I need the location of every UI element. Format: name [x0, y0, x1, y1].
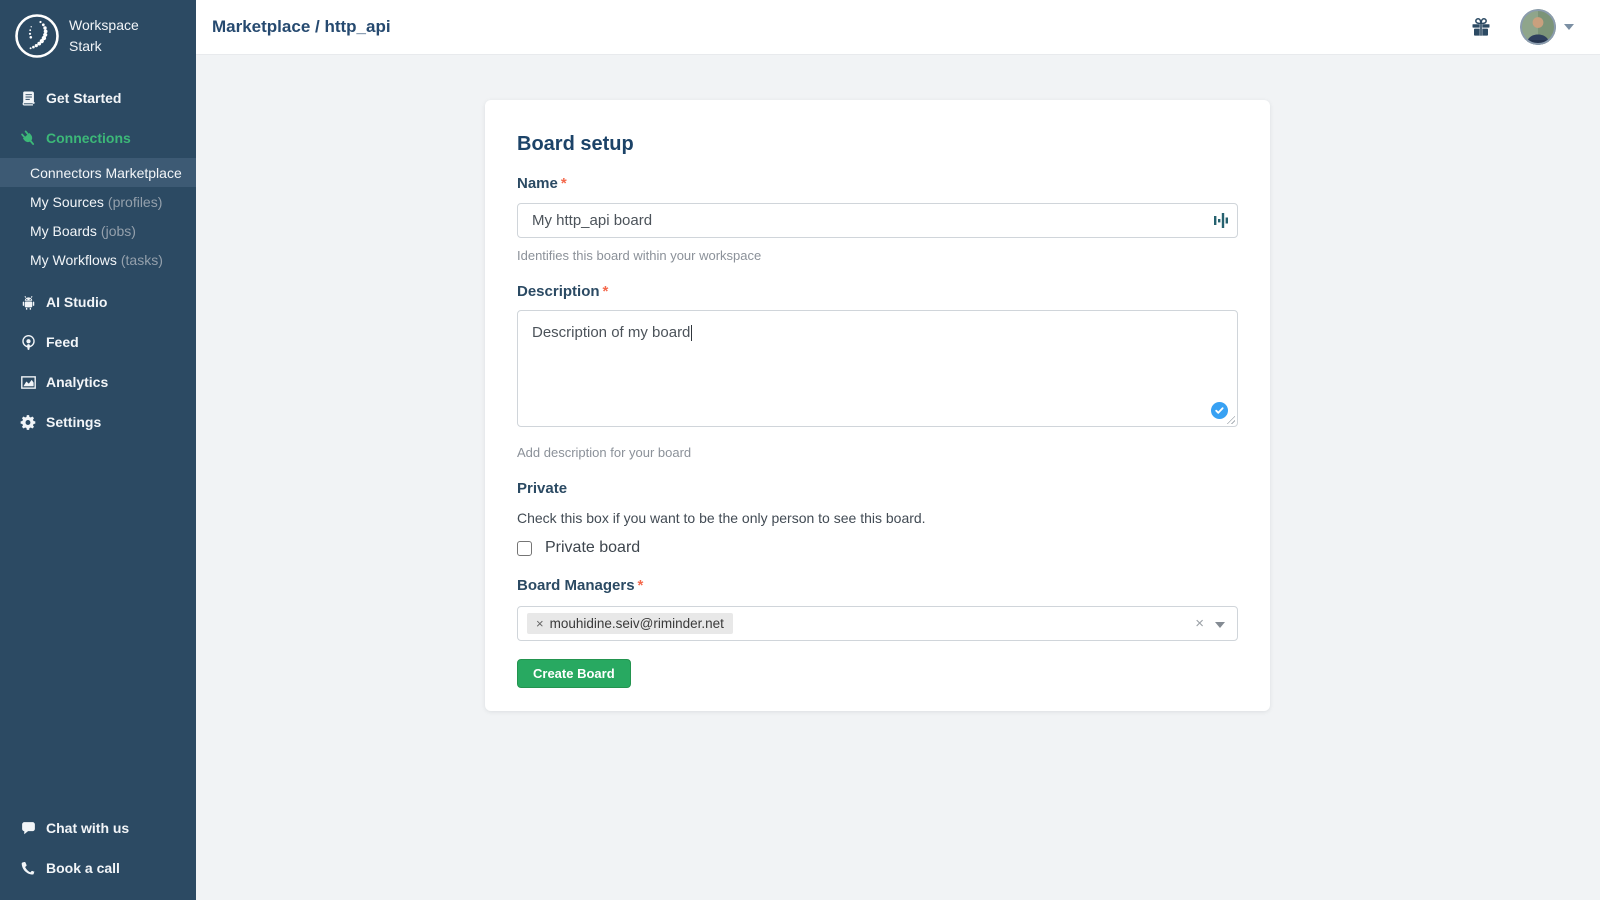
sidebar-item-label: AI Studio	[46, 294, 108, 310]
chat-with-us-button[interactable]: Chat with us	[0, 808, 196, 848]
textarea-resize-handle[interactable]	[1226, 415, 1235, 424]
sidebar-item-label: Settings	[46, 414, 102, 430]
gift-icon[interactable]	[1470, 16, 1492, 38]
sidebar-subitem-my-sources[interactable]: My Sources (profiles)	[0, 187, 196, 216]
breadcrumb: Marketplace / http_api	[212, 17, 391, 36]
text-cursor	[691, 325, 693, 341]
plug-icon	[20, 130, 37, 147]
robot-icon	[20, 294, 37, 311]
sidebar-item-get-started[interactable]: Get Started	[0, 78, 196, 118]
name-helper: Identifies this board within your worksp…	[517, 248, 762, 263]
manager-tag-value: mouhidine.seiv@riminder.net	[549, 616, 724, 631]
sidebar-item-label: Get Started	[46, 90, 122, 106]
sidebar-footer: Chat with us Book a call	[0, 808, 196, 888]
private-board-checkbox-label[interactable]: Private board	[545, 539, 641, 556]
sidebar-nav: Get Started Connections Connectors Marke…	[0, 78, 196, 442]
sidebar-subitem-my-workflows[interactable]: My Workflows (tasks)	[0, 245, 196, 274]
book-a-call-button[interactable]: Book a call	[0, 848, 196, 888]
sidebar: Workspace Stark Get Started Connections …	[0, 0, 196, 900]
required-marker: *	[602, 283, 609, 300]
top-header: Marketplace / http_api	[196, 0, 1600, 55]
sidebar-item-feed[interactable]: Feed	[0, 322, 196, 362]
podcast-icon	[20, 334, 37, 351]
private-label: Private	[517, 480, 568, 497]
private-hint: Check this box if you want to be the onl…	[517, 510, 926, 526]
chart-icon	[20, 374, 37, 391]
description-value: Description of my board	[532, 324, 691, 341]
sidebar-subitem-suffix: (jobs)	[100, 222, 136, 239]
main-content: Board setup Name* Identifies this board …	[196, 56, 1600, 900]
board-setup-card: Board setup Name* Identifies this board …	[485, 100, 1270, 711]
workspace-logo-row[interactable]: Workspace Stark	[0, 0, 196, 72]
required-marker: *	[637, 577, 644, 594]
sidebar-subitem-suffix: (tasks)	[120, 251, 163, 268]
sidebar-item-analytics[interactable]: Analytics	[0, 362, 196, 402]
sidebar-subitem-my-boards[interactable]: My Boards (jobs)	[0, 216, 196, 245]
remove-tag-icon[interactable]: ×	[536, 616, 544, 631]
sidebar-subitem-label: My Boards	[30, 222, 97, 239]
sidebar-item-ai-studio[interactable]: AI Studio	[0, 282, 196, 322]
name-input[interactable]	[517, 203, 1238, 238]
board-managers-select[interactable]: × mouhidine.seiv@riminder.net ×	[517, 606, 1238, 641]
phone-icon	[20, 860, 37, 877]
extension-check-icon[interactable]	[1209, 400, 1230, 421]
chevron-down-icon	[1564, 24, 1574, 30]
board-managers-label: Board Managers *	[517, 577, 644, 594]
footer-item-label: Book a call	[46, 860, 120, 876]
description-helper: Add description for your board	[517, 445, 692, 460]
sidebar-item-label: Analytics	[46, 374, 109, 390]
sidebar-subitem-suffix: (profiles)	[107, 193, 163, 210]
description-label: Description *	[517, 283, 609, 300]
gear-icon	[20, 414, 37, 431]
workspace-title: Stark	[69, 38, 102, 54]
workspace-logo-icon	[15, 14, 59, 58]
sidebar-subitem-label: My Sources	[30, 193, 104, 210]
workspace-label: Workspace	[69, 17, 139, 33]
footer-item-label: Chat with us	[46, 820, 130, 836]
manager-tag: × mouhidine.seiv@riminder.net	[527, 613, 733, 634]
required-marker: *	[560, 175, 567, 192]
chat-icon	[20, 820, 37, 837]
book-icon	[20, 90, 37, 107]
sidebar-item-connections[interactable]: Connections	[0, 118, 196, 158]
user-menu[interactable]	[1520, 9, 1574, 45]
password-manager-icon[interactable]	[1213, 212, 1229, 229]
sidebar-item-label: Connections	[46, 130, 131, 146]
private-board-checkbox[interactable]	[517, 540, 532, 556]
clear-select-icon[interactable]: ×	[1195, 615, 1204, 632]
page-title: Board setup	[517, 133, 634, 155]
description-textarea[interactable]: Description of my board	[517, 310, 1238, 427]
sidebar-subitem-connectors-marketplace[interactable]: Connectors Marketplace	[0, 158, 196, 187]
select-caret-icon[interactable]	[1215, 622, 1225, 628]
sidebar-item-label: Feed	[46, 334, 79, 350]
sidebar-subitem-label: Connectors Marketplace	[30, 164, 182, 181]
name-label: Name *	[517, 175, 567, 192]
sidebar-subitem-label: My Workflows	[30, 251, 117, 268]
avatar	[1520, 9, 1556, 45]
sidebar-item-settings[interactable]: Settings	[0, 402, 196, 442]
create-board-button[interactable]: Create Board	[517, 659, 631, 688]
